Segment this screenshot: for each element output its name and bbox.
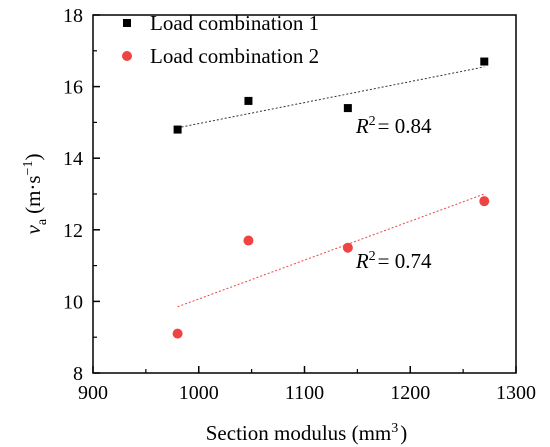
y-tick-label: 10: [63, 291, 83, 313]
data-point-series-1: [343, 104, 352, 113]
data-point-series-2: [172, 328, 183, 339]
data-point-series-1: [480, 57, 489, 66]
y-tick-label: 12: [63, 220, 83, 242]
r-squared-annotation-1: R2= 0.84: [355, 114, 432, 138]
data-point-series-2: [342, 242, 353, 253]
legend: Load combination 1 Load combination 2: [122, 11, 319, 68]
trend-lines: [177, 66, 485, 308]
data-point-series-1: [244, 96, 253, 105]
plot-frame: [92, 14, 517, 374]
y-tick-label: 18: [63, 5, 83, 27]
x-axis-label: Section modulus (mm3): [206, 421, 408, 445]
legend-label-series-1: Load combination 1: [150, 11, 319, 35]
trend-line-series-2: [177, 193, 485, 308]
legend-marker-series-2: [122, 51, 132, 61]
x-tick-label: 1200: [390, 382, 430, 404]
legend-marker-series-1: [123, 19, 131, 27]
x-tick-label: 1300: [496, 382, 536, 404]
axes: 900 1000 1100 1200 1300 8 10 12 14 16 18 Section mo…: [21, 5, 536, 445]
data-point-series-2: [243, 235, 254, 246]
y-tick-label: 8: [73, 363, 83, 385]
data-point-series-2: [479, 196, 490, 207]
x-tick-label: 1100: [285, 382, 324, 404]
annotations: R2= 0.84 R2= 0.74: [355, 114, 432, 273]
x-tick-label: 900: [78, 382, 108, 404]
y-tick-label: 16: [63, 77, 83, 99]
r-squared-annotation-2: R2= 0.74: [355, 249, 432, 273]
trend-line-series-1: [177, 66, 485, 129]
data-point-series-1: [173, 125, 182, 134]
y-tick-label: 14: [63, 148, 83, 170]
x-tick-label: 1000: [179, 382, 219, 404]
y-axis-label: va(m·s−1): [21, 154, 50, 235]
data-points: [172, 57, 490, 339]
legend-label-series-2: Load combination 2: [150, 44, 319, 68]
